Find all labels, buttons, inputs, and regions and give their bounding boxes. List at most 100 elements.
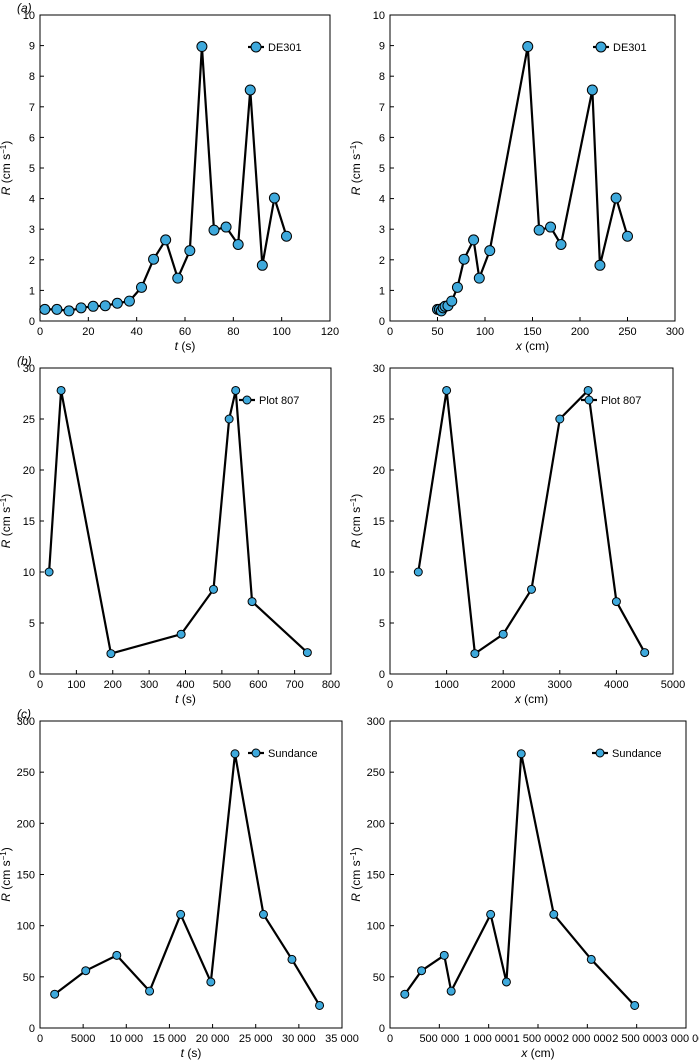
- data-point: [417, 966, 427, 976]
- y-axis-var: R: [349, 186, 363, 195]
- chart-panel-5: 0 500 000 1 000 000 1 500 000 2 000 000 2 500…: [349, 716, 699, 1060]
- y-tick-label: 6: [379, 132, 385, 144]
- data-point: [51, 303, 63, 315]
- data-point: [111, 297, 123, 309]
- data-point: [555, 239, 567, 250]
- y-axis-unit: (cm s: [0, 860, 13, 893]
- data-point: [586, 954, 596, 964]
- data-point: [209, 584, 219, 594]
- data-point: [545, 221, 557, 233]
- y-axis-close: ): [0, 494, 13, 498]
- y-axis-unit: (cm s: [0, 154, 13, 187]
- y-axis-var: R: [349, 539, 363, 548]
- y-axis-close: ): [349, 141, 363, 145]
- y-tick-label: 5: [29, 163, 35, 175]
- y-tick-label: 10: [373, 10, 385, 22]
- y-tick-label: 100: [17, 921, 35, 933]
- y-tick-label: 3: [379, 224, 385, 236]
- x-axis-unit: (cm): [527, 1046, 554, 1060]
- y-tick-label: 20: [23, 465, 35, 477]
- x-axis-label: x (cm): [515, 339, 549, 353]
- x-tick-label: 60: [179, 326, 191, 338]
- y-tick-label: 50: [373, 972, 385, 984]
- legend-label: Plot 807: [259, 395, 299, 407]
- x-tick-label: 200: [104, 679, 122, 691]
- y-tick-label: 200: [367, 818, 385, 830]
- x-tick-label: 20: [82, 326, 94, 338]
- data-point: [640, 648, 650, 658]
- y-axis-label: R (cm s−1): [0, 141, 13, 195]
- data-point: [148, 253, 160, 265]
- x-tick-label: 1000: [434, 679, 458, 691]
- panel-label: (c): [17, 707, 31, 721]
- y-tick-label: 5: [379, 618, 385, 630]
- data-point: [446, 986, 456, 996]
- x-axis-label: x (cm): [520, 1046, 554, 1060]
- data-point: [533, 224, 545, 236]
- y-tick-label: 8: [379, 71, 385, 83]
- data-point: [622, 230, 633, 242]
- x-tick-label: 0: [37, 679, 43, 691]
- x-tick-label: 400: [176, 679, 194, 691]
- x-tick-label: 1 500 000: [514, 1033, 563, 1045]
- y-tick-label: 3: [29, 224, 35, 236]
- y-tick-label: 300: [367, 716, 385, 728]
- y-axis-label: R (cm s−1): [0, 847, 13, 901]
- data-point: [527, 584, 536, 594]
- data-point: [439, 950, 449, 960]
- data-point: [501, 977, 511, 987]
- y-tick-label: 30: [23, 363, 35, 375]
- data-point: [220, 221, 232, 233]
- data-point: [81, 966, 91, 976]
- series-line: [403, 752, 636, 1007]
- x-tick-label: 300: [666, 326, 684, 338]
- y-axis-sup: −1: [0, 497, 8, 507]
- data-point: [315, 1000, 325, 1010]
- x-tick-label: 2 000 000: [563, 1033, 612, 1045]
- legend-marker: [595, 748, 605, 758]
- y-tick-label: 0: [29, 1023, 35, 1035]
- data-point: [268, 192, 280, 204]
- x-tick-label: 40: [131, 326, 143, 338]
- data-point: [145, 986, 155, 996]
- plot-frame: [389, 720, 687, 1029]
- y-tick-label: 2: [29, 255, 35, 267]
- series-line: [437, 45, 629, 313]
- data-point: [39, 303, 51, 315]
- y-axis-unit: (cm s: [349, 507, 363, 540]
- y-tick-label: 0: [29, 316, 35, 328]
- x-tick-label: 30 000: [282, 1033, 316, 1045]
- x-tick-label: 0: [37, 1033, 43, 1045]
- y-tick-label: 20: [373, 465, 385, 477]
- x-axis-unit: (s): [184, 1046, 201, 1060]
- data-point: [586, 84, 598, 96]
- y-tick-label: 10: [23, 10, 35, 22]
- data-point: [413, 567, 423, 577]
- y-tick-label: 10: [23, 567, 35, 579]
- legend-marker: [242, 395, 252, 405]
- chart-panel-1: 0 50 100 150 200 250 300 0 1 2 3 4 5 6 7 8 9 10 x (cm) R (c…: [349, 10, 684, 353]
- legend-label: Plot 807: [601, 395, 641, 407]
- data-point: [583, 385, 593, 395]
- chart-panel-2: 0 100 200 300 400 500 600 700 800 0 5 10 15 20 25 30 t (…: [0, 354, 340, 706]
- y-tick-label: 5: [379, 163, 385, 175]
- data-point: [611, 597, 621, 607]
- data-point: [123, 295, 135, 307]
- series-line: [417, 389, 646, 655]
- y-tick-label: 6: [29, 132, 35, 144]
- data-point: [473, 272, 485, 284]
- data-point: [136, 281, 147, 293]
- x-axis-label: t (s): [181, 1046, 202, 1060]
- y-tick-label: 250: [367, 767, 385, 779]
- x-axis-label: t (s): [175, 339, 196, 353]
- data-point: [176, 629, 186, 639]
- y-axis-var: R: [0, 186, 13, 195]
- y-axis-unit: (cm s: [349, 860, 363, 893]
- data-point: [281, 230, 292, 242]
- y-axis-sup: −1: [0, 851, 8, 861]
- data-point: [458, 253, 470, 265]
- y-tick-label: 15: [23, 516, 35, 528]
- x-tick-label: 10 000: [109, 1033, 143, 1045]
- data-point: [258, 909, 268, 919]
